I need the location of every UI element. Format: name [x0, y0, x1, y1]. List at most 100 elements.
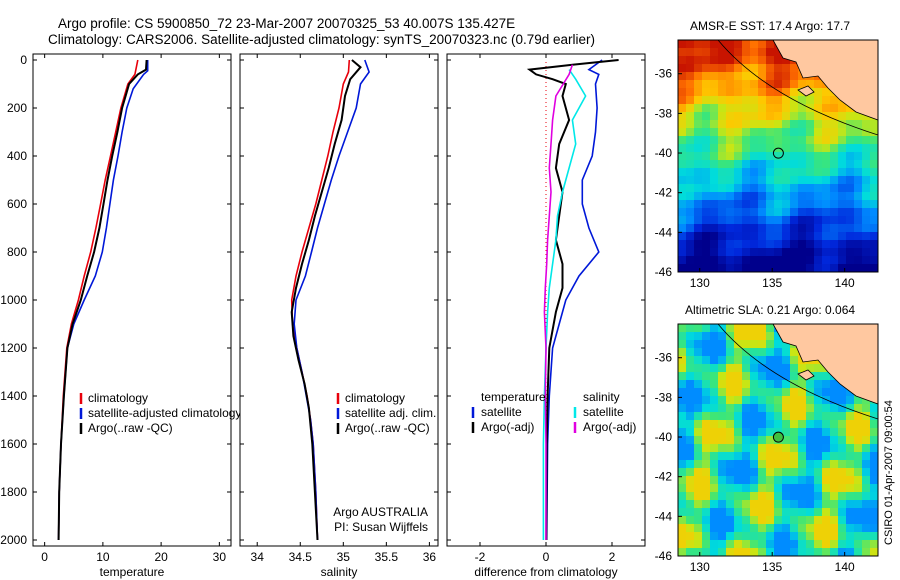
map-cell [870, 192, 878, 200]
map-cell [742, 80, 750, 88]
map-cell [782, 396, 790, 404]
map-cell [798, 216, 806, 224]
map-cell [734, 356, 742, 364]
map-cell [678, 64, 686, 72]
map-cell [702, 380, 710, 388]
map-cell [726, 136, 734, 144]
map-cell [862, 200, 870, 208]
map-cell [790, 216, 798, 224]
map-cell [742, 88, 750, 96]
map-cell [798, 484, 806, 492]
map-cell [758, 176, 766, 184]
map-cell [718, 460, 726, 468]
map-cell [806, 508, 814, 516]
map-cell [838, 104, 846, 112]
map-cell [838, 152, 846, 160]
map-cell [678, 136, 686, 144]
map-cell [798, 168, 806, 176]
map-cell [742, 412, 750, 420]
map-cell [742, 388, 750, 396]
map-cell [846, 208, 854, 216]
map-cell [838, 168, 846, 176]
map-cell [694, 460, 702, 468]
map-cell [742, 248, 750, 256]
map-cell [718, 468, 726, 476]
map-cell [734, 216, 742, 224]
map-cell [798, 420, 806, 428]
map-cell [702, 160, 710, 168]
map-cell [686, 200, 694, 208]
map-cell [830, 388, 838, 396]
map-cell [694, 176, 702, 184]
map-cell [854, 184, 862, 192]
map-cell [726, 500, 734, 508]
map-cell [694, 348, 702, 356]
map-cell [686, 396, 694, 404]
map-cell [734, 372, 742, 380]
map-cell [726, 396, 734, 404]
map-cell [782, 104, 790, 112]
map-cell [774, 396, 782, 404]
map-cell [774, 548, 782, 556]
map-cell [710, 64, 718, 72]
map-cell [758, 444, 766, 452]
map-cell [814, 128, 822, 136]
map-cell [678, 332, 686, 340]
map-cell [846, 532, 854, 540]
map-cell [782, 388, 790, 396]
map-cell [830, 200, 838, 208]
map-cell [870, 492, 878, 500]
map-cell [806, 500, 814, 508]
map-cell [766, 208, 774, 216]
map-cell [742, 428, 750, 436]
map-cell [846, 240, 854, 248]
map-cell [798, 524, 806, 532]
map-cell [726, 232, 734, 240]
legend-label: Argo(..raw -QC) [345, 421, 430, 435]
map-frame [677, 39, 879, 273]
map-cell [718, 324, 726, 332]
map-cell [854, 444, 862, 452]
map-cell [718, 192, 726, 200]
map-cell [734, 348, 742, 356]
map-cell [718, 500, 726, 508]
map-cell [750, 404, 758, 412]
map-cell [678, 128, 686, 136]
map-cell [830, 508, 838, 516]
map-cell [774, 136, 782, 144]
map-cell [806, 484, 814, 492]
map-cell [766, 40, 774, 48]
map-cell [798, 144, 806, 152]
map-cell [798, 404, 806, 412]
map-cell [846, 476, 854, 484]
map-cell [830, 380, 838, 388]
map-cell [758, 524, 766, 532]
map-cell [862, 232, 870, 240]
map-cell [870, 208, 878, 216]
map-cell [758, 40, 766, 48]
map-cell [774, 72, 782, 80]
map-cell [750, 208, 758, 216]
map-cell [694, 476, 702, 484]
map-cell [758, 356, 766, 364]
map-cell [726, 324, 734, 332]
map-cell [758, 168, 766, 176]
map-cell [814, 232, 822, 240]
x-tick-label: 20 [154, 550, 168, 564]
map-cell [846, 484, 854, 492]
map-cell [774, 64, 782, 72]
map-cell [790, 356, 798, 364]
map-title: AMSR-E SST: 17.4 Argo: 17.7 [690, 19, 850, 33]
map-cell [758, 120, 766, 128]
map-cell [726, 256, 734, 264]
map-cell [742, 540, 750, 548]
map-cell [678, 540, 686, 548]
map-cell [742, 492, 750, 500]
map-cell [710, 516, 718, 524]
map-cell [726, 88, 734, 96]
map-cell [822, 388, 830, 396]
map-cell [718, 388, 726, 396]
map-cell [694, 72, 702, 80]
map-cell [766, 324, 774, 332]
map-cell [870, 168, 878, 176]
